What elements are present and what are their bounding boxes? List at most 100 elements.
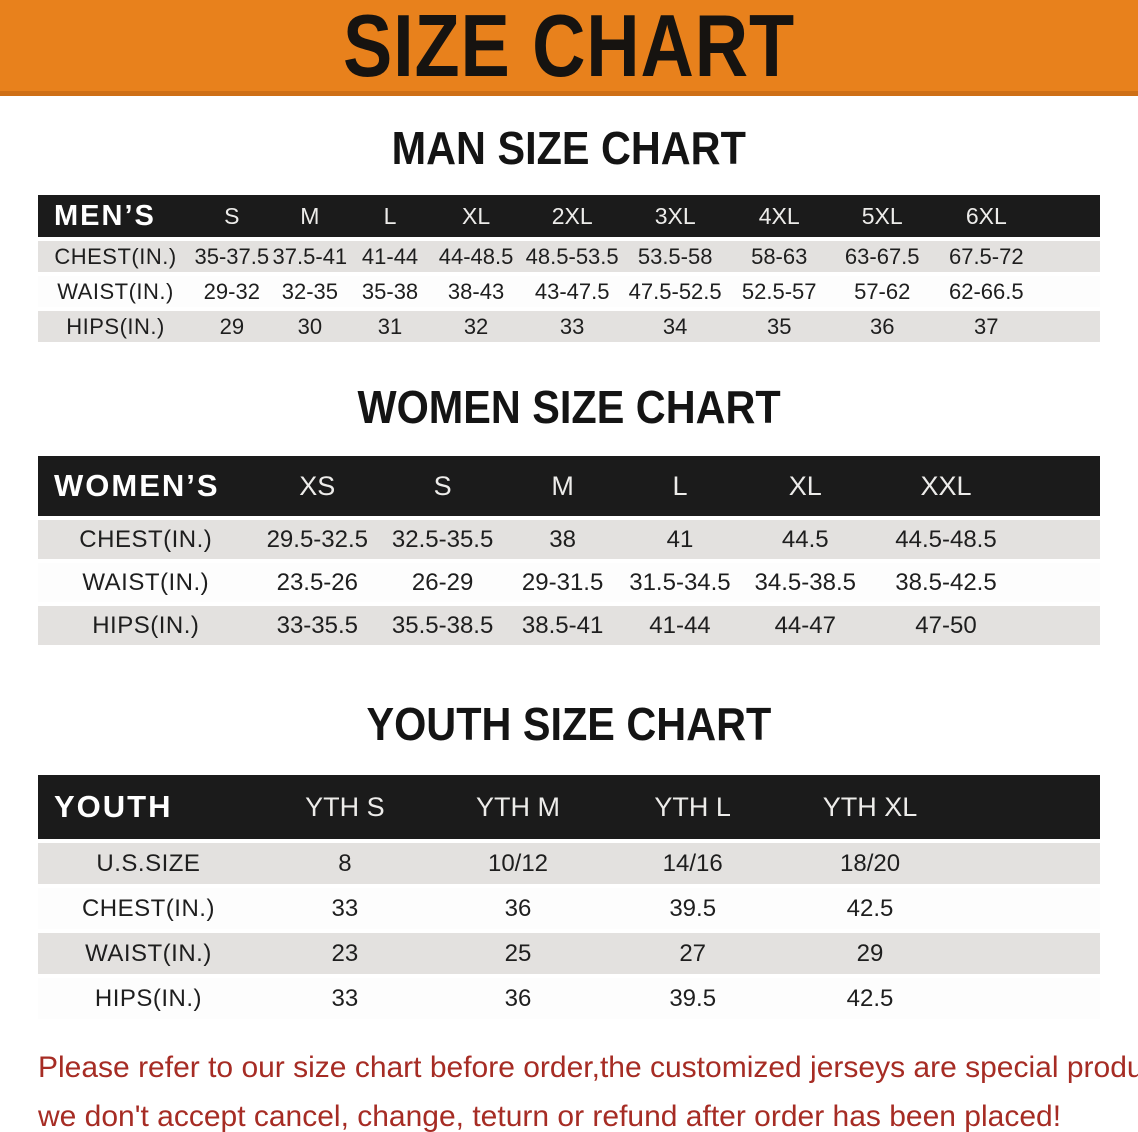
size-column-header: 6XL — [933, 195, 1040, 237]
row-label: HIPS(IN.) — [38, 602, 254, 645]
size-value: 25 — [430, 929, 606, 974]
size-column-header: 3XL — [623, 195, 728, 237]
spacer-cell — [1039, 272, 1100, 307]
size-value: 33 — [258, 974, 431, 1019]
size-value: 35-38 — [349, 272, 431, 307]
measurement-row: U.S.SIZE 8 10/12 14/16 18/20 — [38, 839, 1100, 884]
size-value: 29 — [193, 307, 271, 342]
size-value: 32.5-35.5 — [381, 516, 505, 559]
size-column-header: YTH L — [605, 775, 781, 839]
size-value: 33-35.5 — [253, 602, 382, 645]
size-column-header: L — [621, 456, 739, 516]
size-value: 27 — [605, 929, 781, 974]
section-title-women-text: WOMEN SIZE CHART — [357, 381, 781, 433]
spacer-cell — [959, 839, 1100, 884]
size-column-header: M — [270, 195, 350, 237]
size-value: 26-29 — [381, 559, 505, 602]
size-value: 35.5-38.5 — [381, 602, 505, 645]
size-value: 44-47 — [738, 602, 872, 645]
size-value: 32 — [430, 307, 522, 342]
size-value: 32-35 — [270, 272, 350, 307]
row-label: HIPS(IN.) — [38, 307, 194, 342]
size-value: 38-43 — [430, 272, 522, 307]
size-value: 34 — [623, 307, 728, 342]
size-value: 42.5 — [780, 974, 960, 1019]
size-value: 38.5-41 — [504, 602, 622, 645]
size-column-header: XS — [253, 456, 382, 516]
size-value: 42.5 — [780, 884, 960, 929]
disclaimer-line-2: we don't accept cancel, change, teturn o… — [38, 1099, 1062, 1132]
spacer-cell — [1020, 559, 1100, 602]
spacer-cell — [1020, 516, 1100, 559]
spacer-cell — [959, 775, 1100, 839]
row-label: HIPS(IN.) — [38, 974, 259, 1019]
men-size-table-wrap: MEN’S S M L XL 2XL 3XL 4XL 5XL 6XL CHEST(IN.) 35-37… — [38, 195, 1100, 342]
size-header-row: MEN’S S M L XL 2XL 3XL 4XL 5XL 6XL — [38, 195, 1100, 237]
measurement-row: HIPS(IN.) 29 30 31 32 33 34 35 36 37 — [38, 307, 1100, 342]
spacer-cell — [1020, 602, 1100, 645]
size-column-header: 4XL — [727, 195, 832, 237]
size-value: 23.5-26 — [253, 559, 382, 602]
size-value: 47.5-52.5 — [623, 272, 728, 307]
table-group-label: WOMEN’S — [38, 456, 254, 516]
section-title-youth-text: YOUTH SIZE CHART — [366, 698, 772, 750]
row-label: WAIST(IN.) — [38, 272, 194, 307]
size-value: 41-44 — [349, 237, 431, 272]
spacer-cell — [1039, 237, 1100, 272]
banner-title: SIZE CHART — [343, 0, 795, 95]
size-column-header: S — [381, 456, 505, 516]
size-value: 8 — [258, 839, 431, 884]
section-title-men: MAN SIZE CHART — [0, 125, 1138, 171]
size-column-header: 2XL — [521, 195, 624, 237]
size-column-header: YTH M — [430, 775, 606, 839]
size-value: 41-44 — [621, 602, 739, 645]
size-value: 36 — [430, 884, 606, 929]
disclaimer-line-1: Please refer to our size chart before or… — [38, 1051, 1138, 1084]
size-column-header: S — [193, 195, 271, 237]
spacer-cell — [959, 929, 1100, 974]
section-title-men-text: MAN SIZE CHART — [391, 122, 747, 174]
size-value: 35 — [727, 307, 832, 342]
size-value: 39.5 — [605, 884, 781, 929]
row-label: WAIST(IN.) — [38, 929, 259, 974]
size-column-header: XXL — [871, 456, 1021, 516]
size-column-header: M — [504, 456, 622, 516]
spacer-cell — [1020, 456, 1100, 516]
women-size-table-wrap: WOMEN’S XS S M L XL XXL CHEST(IN.) 29.5-32.5 32.5… — [38, 456, 1100, 645]
size-value: 29-31.5 — [504, 559, 622, 602]
size-value: 57-62 — [831, 272, 934, 307]
table-group-label: MEN’S — [38, 195, 194, 237]
measurement-row: WAIST(IN.) 29-32 32-35 35-38 38-43 43-47.5 47.… — [38, 272, 1100, 307]
size-value: 53.5-58 — [623, 237, 728, 272]
table-group-label: YOUTH — [38, 775, 259, 839]
section-title-women: WOMEN SIZE CHART — [0, 384, 1138, 430]
size-value: 63-67.5 — [831, 237, 934, 272]
measurement-row: CHEST(IN.) 29.5-32.5 32.5-35.5 38 41 44.5 44.5… — [38, 516, 1100, 559]
size-header-row: WOMEN’S XS S M L XL XXL — [38, 456, 1100, 516]
women-size-table: WOMEN’S XS S M L XL XXL CHEST(IN.) 29.5-32.5 32.5… — [38, 456, 1100, 645]
size-value: 14/16 — [605, 839, 781, 884]
size-value: 38 — [504, 516, 622, 559]
banner: SIZE CHART — [0, 0, 1138, 96]
size-value: 34.5-38.5 — [738, 559, 872, 602]
size-value: 36 — [831, 307, 934, 342]
size-value: 31.5-34.5 — [621, 559, 739, 602]
size-column-header: YTH S — [258, 775, 431, 839]
measurement-row: HIPS(IN.) 33 36 39.5 42.5 — [38, 974, 1100, 1019]
measurement-row: WAIST(IN.) 23 25 27 29 — [38, 929, 1100, 974]
size-value: 52.5-57 — [727, 272, 832, 307]
measurement-row: CHEST(IN.) 35-37.5 37.5-41 41-44 44-48.5 48.5… — [38, 237, 1100, 272]
spacer-cell — [1039, 195, 1100, 237]
size-value: 67.5-72 — [933, 237, 1040, 272]
size-value: 10/12 — [430, 839, 606, 884]
measurement-row: WAIST(IN.) 23.5-26 26-29 29-31.5 31.5-34.5 34… — [38, 559, 1100, 602]
row-label: CHEST(IN.) — [38, 884, 259, 929]
row-label: CHEST(IN.) — [38, 237, 194, 272]
youth-size-table: YOUTH YTH S YTH M YTH L YTH XL U.S.SIZE 8 10/12… — [38, 775, 1100, 1019]
size-value: 44.5-48.5 — [871, 516, 1021, 559]
measurement-row: HIPS(IN.) 33-35.5 35.5-38.5 38.5-41 41-44 44-… — [38, 602, 1100, 645]
size-value: 37 — [933, 307, 1040, 342]
size-value: 47-50 — [871, 602, 1021, 645]
size-column-header: YTH XL — [780, 775, 960, 839]
size-value: 48.5-53.5 — [521, 237, 624, 272]
